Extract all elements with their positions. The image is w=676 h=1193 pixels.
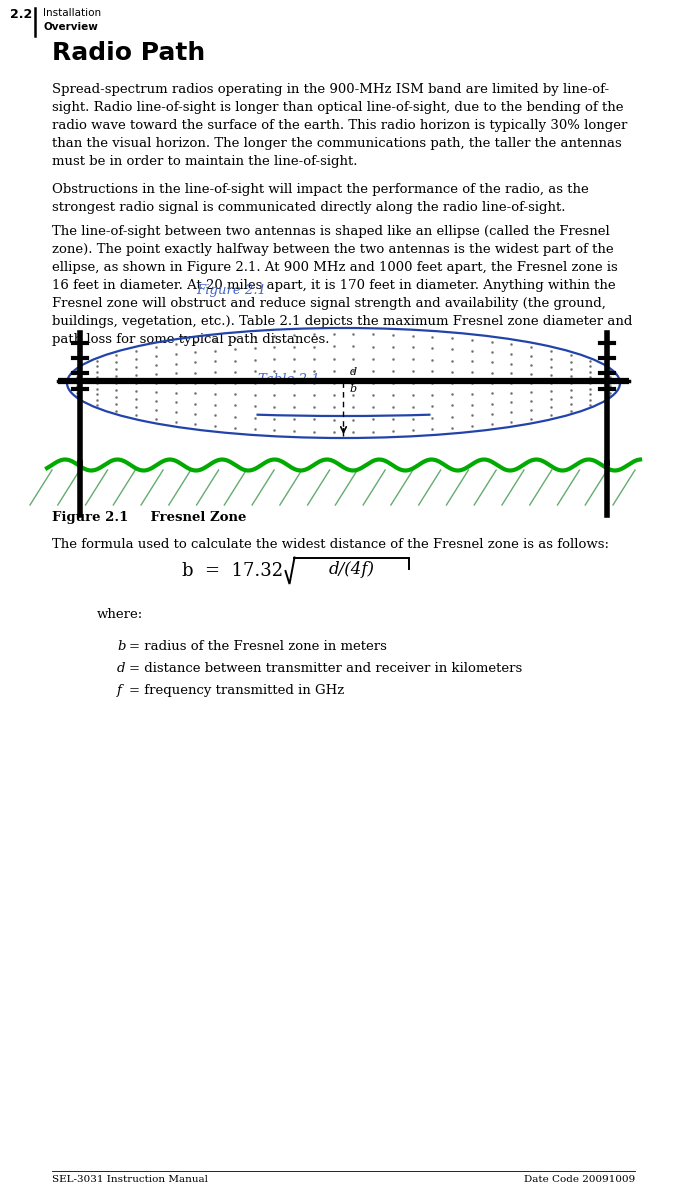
Text: f: f — [117, 684, 122, 697]
Text: = radius of the Fresnel zone in meters: = radius of the Fresnel zone in meters — [129, 639, 387, 653]
Text: Radio Path: Radio Path — [52, 41, 206, 64]
Text: b  =  17.32: b = 17.32 — [183, 562, 283, 580]
Text: The line-of-sight between two antennas is shaped like an ellipse (called the Fre: The line-of-sight between two antennas i… — [52, 225, 632, 346]
Text: d/(4f): d/(4f) — [329, 562, 375, 579]
Text: Table 2.1: Table 2.1 — [258, 373, 320, 387]
Text: The formula used to calculate the widest distance of the Fresnel zone is as foll: The formula used to calculate the widest… — [52, 538, 609, 551]
Text: Installation: Installation — [43, 8, 101, 18]
Text: Overview: Overview — [43, 21, 98, 32]
Text: 2.2: 2.2 — [10, 8, 32, 21]
Text: Fresnel Zone: Fresnel Zone — [132, 511, 247, 524]
Text: d: d — [349, 367, 357, 377]
Text: where:: where: — [97, 608, 143, 622]
Text: Obstructions in the line-of-sight will impact the performance of the radio, as t: Obstructions in the line-of-sight will i… — [52, 183, 589, 214]
Text: Spread-spectrum radios operating in the 900-MHz ISM band are limited by line-of-: Spread-spectrum radios operating in the … — [52, 84, 627, 168]
Text: b: b — [349, 384, 357, 394]
Text: Figure 2.1: Figure 2.1 — [52, 511, 128, 524]
Text: d: d — [117, 662, 126, 675]
Text: Figure 2.1: Figure 2.1 — [196, 284, 266, 297]
Text: = frequency transmitted in GHz: = frequency transmitted in GHz — [129, 684, 344, 697]
Text: Date Code 20091009: Date Code 20091009 — [524, 1175, 635, 1183]
Text: b: b — [117, 639, 126, 653]
Text: SEL-3031 Instruction Manual: SEL-3031 Instruction Manual — [52, 1175, 208, 1183]
Text: = distance between transmitter and receiver in kilometers: = distance between transmitter and recei… — [129, 662, 523, 675]
